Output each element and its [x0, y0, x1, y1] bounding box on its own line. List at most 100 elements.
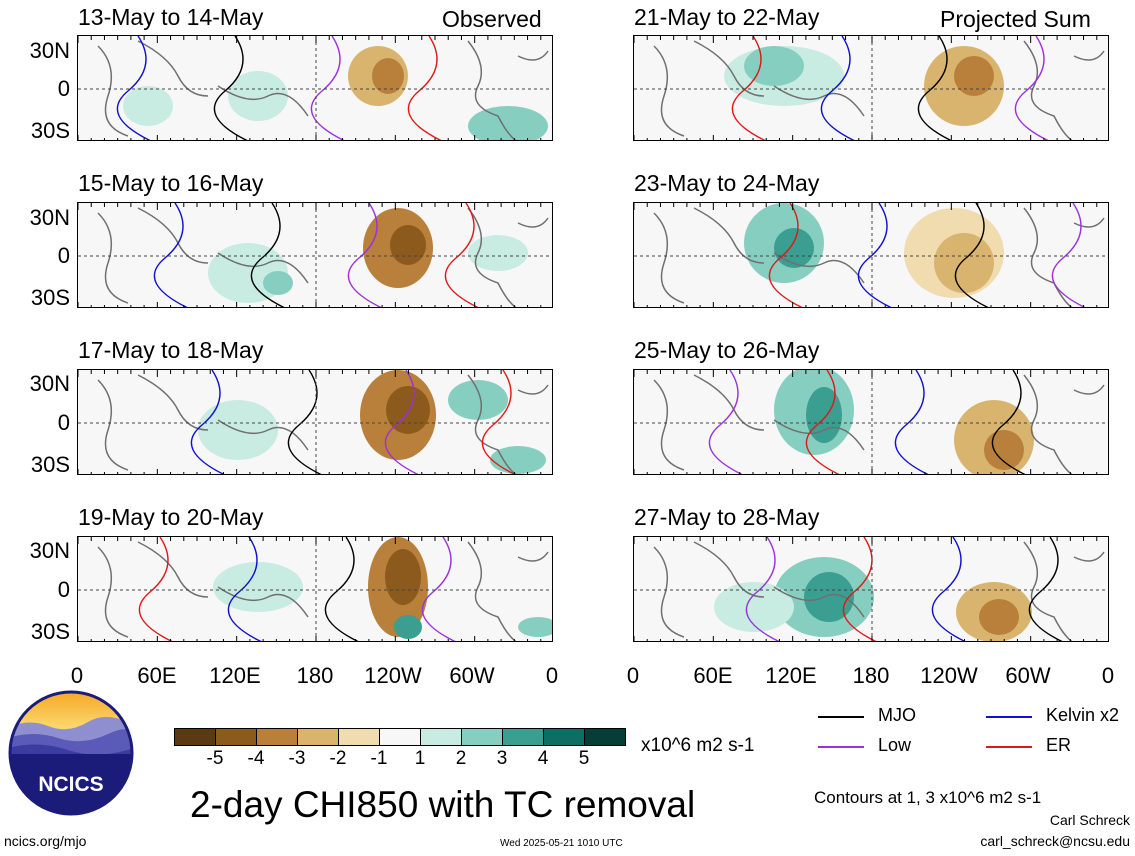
timestamp: Wed 2025-05-21 1010 UTC	[500, 838, 623, 849]
contour-line	[1014, 36, 1049, 140]
colorbar-swatch	[297, 728, 339, 746]
lon-label: 60E	[137, 663, 177, 688]
colorbar-swatch	[502, 728, 544, 746]
lon-label: 180	[296, 663, 334, 688]
coastline	[467, 40, 517, 140]
contour-line	[931, 537, 966, 641]
coastline	[217, 252, 309, 284]
anomaly-shading	[386, 386, 430, 434]
anomaly-shading	[394, 615, 422, 639]
coastline	[653, 546, 685, 638]
legend-mjo-line	[818, 716, 864, 718]
map-panel-1	[77, 35, 553, 141]
panel-tag-observed: Observed	[442, 6, 542, 32]
lon-label: 120W	[920, 663, 978, 688]
anomaly-shading	[954, 56, 994, 96]
coastline	[653, 379, 685, 471]
contour-line	[421, 537, 456, 641]
website-link[interactable]: ncics.org/mjo	[4, 833, 87, 849]
coastline	[97, 212, 129, 304]
anomaly-shading	[518, 617, 552, 637]
panel-title-4: 19-May to 20-May	[78, 504, 264, 530]
lat-label-30s: 30S	[30, 118, 70, 143]
coastline	[1073, 50, 1105, 61]
anomaly-shading	[774, 228, 814, 268]
anomaly-shading	[468, 235, 528, 271]
anomaly-shading	[228, 71, 288, 121]
colorbar-swatch	[420, 728, 462, 746]
coastline	[773, 252, 865, 284]
contour-line	[917, 36, 952, 140]
panel-title-2: 15-May to 16-May	[78, 170, 264, 196]
contour-line	[805, 370, 840, 474]
coastline	[1073, 217, 1105, 228]
contour-line	[138, 537, 173, 641]
anomaly-shading	[263, 271, 293, 295]
contour-line	[954, 203, 989, 307]
legend-mjo-label: MJO	[878, 705, 916, 725]
map-panel-3	[77, 369, 553, 475]
panel-title-8: 27-May to 28-May	[634, 504, 820, 530]
coastline	[517, 384, 549, 395]
coastline	[467, 207, 517, 307]
lat-label-eq: 0	[57, 410, 70, 435]
contour-line	[190, 370, 225, 474]
author: Carl Schreck	[1049, 812, 1130, 828]
anomaly-shading	[979, 599, 1019, 635]
coastline	[517, 50, 549, 61]
anomaly-shading	[744, 46, 804, 86]
coastline	[137, 541, 209, 598]
colorbar-swatch	[338, 728, 380, 746]
anomaly-shading	[490, 446, 546, 474]
coastline	[97, 379, 129, 471]
lat-label-30s: 30S	[30, 452, 70, 477]
contour-line	[481, 370, 516, 474]
anomaly-shading	[385, 549, 421, 605]
lat-label-eq: 0	[57, 577, 70, 602]
colorbar-label: -3	[288, 748, 306, 769]
colorbar-swatch	[215, 728, 257, 746]
legend-er-label: ER	[1046, 735, 1072, 755]
legend-kelvin-label: Kelvin x2	[1046, 705, 1120, 725]
anomaly-map	[634, 370, 1108, 474]
coastline	[517, 217, 549, 228]
colorbar-swatch	[543, 728, 585, 746]
legend-low-line	[818, 746, 864, 748]
coastline	[1023, 207, 1073, 307]
contour-line	[894, 370, 929, 474]
colorbar-swatch	[174, 728, 216, 746]
lon-label: 120E	[765, 663, 817, 688]
anomaly-map	[78, 203, 552, 307]
anomaly-shading	[934, 233, 994, 293]
map-panel-2	[77, 202, 553, 308]
contour-line	[857, 203, 892, 307]
anomaly-map	[78, 36, 552, 140]
contour-line	[310, 36, 345, 140]
map-panel-8	[633, 536, 1109, 642]
colorbar-swatch	[256, 728, 298, 746]
contour-line	[1051, 203, 1086, 307]
map-panel-4	[77, 536, 553, 642]
colorbar-swatch	[584, 728, 626, 746]
lat-label-30s: 30S	[30, 619, 70, 644]
email-link[interactable]: carl_schreck@ncsu.edu	[980, 833, 1130, 849]
lat-label-30s: 30S	[30, 285, 70, 310]
map-panel-5	[633, 35, 1109, 141]
lon-label: 120E	[209, 663, 261, 688]
panel-title-1: 13-May to 14-May	[78, 4, 264, 30]
lon-label: 0	[626, 663, 640, 688]
coastline	[97, 45, 129, 137]
colorbar-label: 1	[414, 748, 426, 769]
contour-line	[384, 370, 419, 474]
main-title: 2-day CHI850 with TC removal	[190, 784, 696, 825]
contour-line	[227, 537, 262, 641]
anomaly-shading	[806, 387, 842, 443]
coastline	[773, 419, 865, 451]
colorbar-label: 3	[496, 748, 508, 769]
anomaly-shading	[984, 430, 1024, 470]
anomaly-map	[78, 370, 552, 474]
panel-title-6: 23-May to 24-May	[634, 170, 820, 196]
coastline	[137, 374, 209, 431]
anomaly-map	[634, 36, 1108, 140]
colorbar-label: 5	[578, 748, 590, 769]
